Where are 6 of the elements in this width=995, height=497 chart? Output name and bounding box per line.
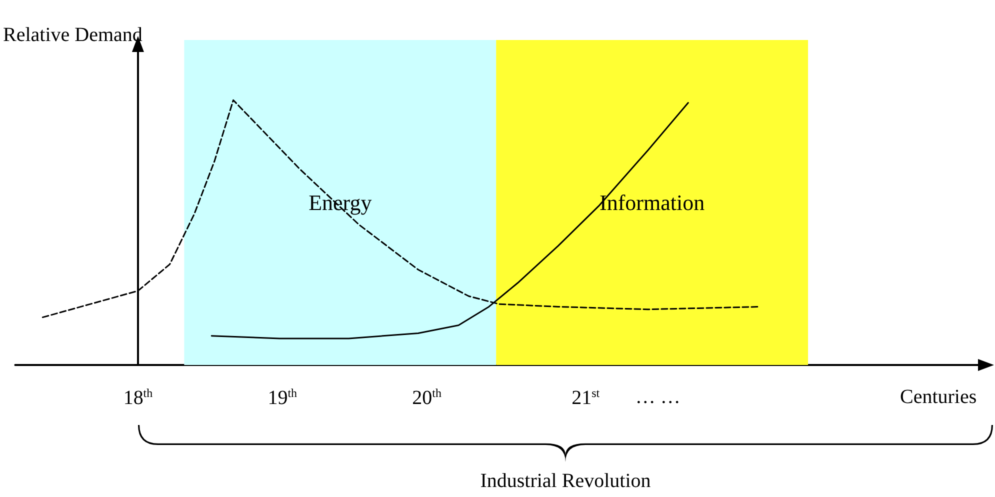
band-label: Energy: [308, 190, 372, 215]
x-tick-label: … …: [635, 386, 680, 408]
text: Industrial Revolution: [480, 470, 651, 493]
y-axis-title: Relative Demand: [3, 24, 142, 46]
x-axis-title: Centuries: [900, 386, 977, 408]
band-label: Information: [600, 190, 705, 215]
